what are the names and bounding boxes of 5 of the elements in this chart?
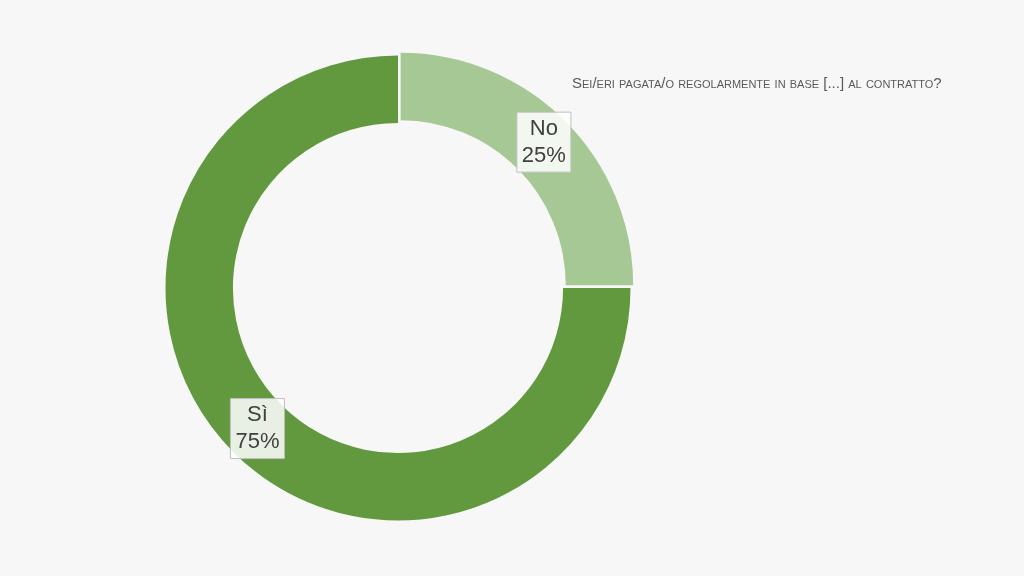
slice-label: Sì — [247, 401, 268, 427]
data-label: 25% — [521, 141, 566, 167]
slice-label: No — [529, 114, 558, 140]
text: Sei/eri pagata/o regolarmente in base [...] al contratto? — [572, 74, 942, 91]
data-label: 75% — [235, 428, 280, 454]
